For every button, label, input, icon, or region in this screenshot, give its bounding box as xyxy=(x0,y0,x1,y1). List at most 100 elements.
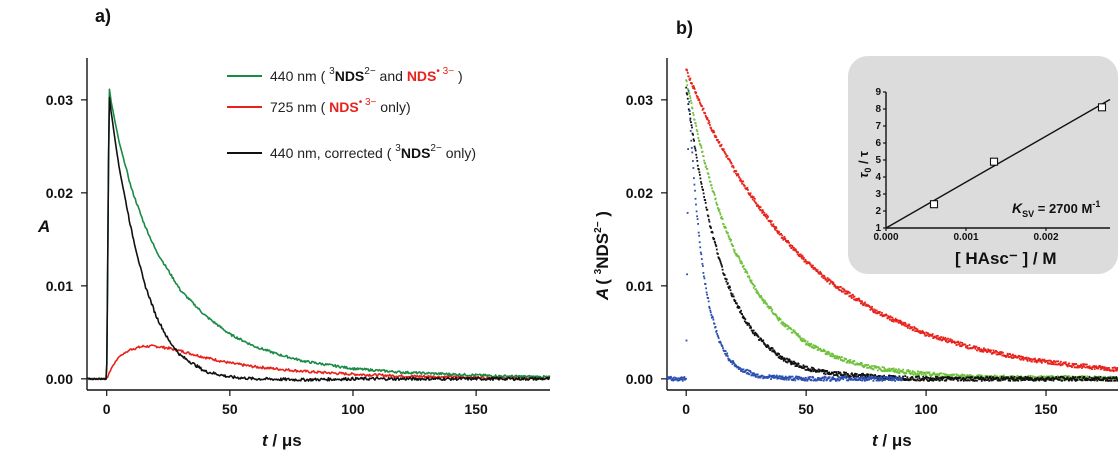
data-point xyxy=(1086,379,1089,382)
data-point xyxy=(914,376,917,378)
data-point xyxy=(690,102,693,104)
data-point xyxy=(708,220,711,223)
data-point xyxy=(1045,377,1047,380)
data-point xyxy=(700,253,703,256)
data-point xyxy=(847,359,850,362)
data-point xyxy=(1056,360,1059,363)
data-point xyxy=(1095,365,1098,368)
data-point xyxy=(1053,376,1055,378)
data-point xyxy=(873,311,875,314)
data-point xyxy=(869,375,872,378)
data-point xyxy=(770,310,773,313)
data-point xyxy=(806,378,808,381)
data-point xyxy=(917,375,919,378)
data-point xyxy=(1046,377,1049,380)
data-point xyxy=(1100,366,1103,369)
data-point xyxy=(1074,377,1077,379)
data-point xyxy=(741,182,743,185)
data-point xyxy=(718,208,721,211)
data-point xyxy=(896,319,899,322)
data-point xyxy=(723,350,726,352)
data-point xyxy=(947,374,950,376)
data-point xyxy=(781,355,784,358)
data-point xyxy=(720,264,723,266)
data-point xyxy=(1034,357,1036,360)
data-point xyxy=(870,308,872,311)
data-point xyxy=(860,302,863,305)
data-point xyxy=(753,200,756,202)
data-point xyxy=(831,281,834,283)
data-point xyxy=(801,255,804,258)
data-point xyxy=(790,363,793,366)
data-point xyxy=(800,379,803,381)
data-point xyxy=(799,376,801,379)
data-point xyxy=(1093,368,1096,370)
data-point xyxy=(1038,376,1041,379)
data-point xyxy=(931,334,933,337)
data-point xyxy=(694,122,697,125)
panel-b-y-tick-label: 0.01 xyxy=(626,278,653,294)
data-point xyxy=(698,99,701,102)
data-point xyxy=(804,368,807,371)
data-point xyxy=(1076,366,1079,369)
panel-a-x-tick-label: 0 xyxy=(103,401,111,417)
data-point xyxy=(852,360,854,363)
data-point xyxy=(890,319,893,321)
data-point xyxy=(1017,377,1020,379)
data-point xyxy=(790,375,792,378)
data-point xyxy=(1001,354,1004,357)
data-point xyxy=(1107,369,1109,371)
data-point xyxy=(843,359,845,362)
data-point xyxy=(722,149,724,152)
data-point xyxy=(898,319,901,322)
data-point xyxy=(883,368,886,370)
data-point xyxy=(695,91,698,94)
data-point xyxy=(766,303,768,306)
data-point xyxy=(729,159,731,162)
panel-a-y-tick-label: 0.00 xyxy=(46,371,73,387)
data-point xyxy=(1048,375,1051,378)
data-point xyxy=(1007,376,1009,379)
data-point xyxy=(876,379,879,381)
data-point xyxy=(852,294,854,296)
data-point xyxy=(774,313,777,315)
data-point xyxy=(723,151,726,153)
data-point xyxy=(1012,353,1014,356)
data-point xyxy=(930,379,933,382)
data-point xyxy=(786,324,788,327)
data-point xyxy=(776,229,778,232)
data-point xyxy=(857,375,860,378)
data-point xyxy=(805,343,807,346)
data-point xyxy=(926,334,928,337)
data-point xyxy=(763,375,765,378)
data-point xyxy=(1073,377,1075,380)
data-point xyxy=(767,305,770,308)
data-point xyxy=(1012,379,1015,382)
data-point xyxy=(937,338,940,341)
data-point xyxy=(995,350,997,352)
data-point xyxy=(981,376,984,379)
data-point xyxy=(865,377,868,380)
data-point xyxy=(722,223,725,226)
data-point xyxy=(1042,376,1045,379)
data-point xyxy=(1082,364,1085,366)
data-point xyxy=(884,314,887,317)
data-point xyxy=(1109,377,1112,380)
data-point xyxy=(939,372,942,375)
data-point xyxy=(871,365,873,367)
data-point xyxy=(781,375,784,378)
data-point xyxy=(924,371,927,374)
data-point xyxy=(1079,366,1082,368)
data-point xyxy=(690,99,692,102)
data-point xyxy=(1065,363,1068,366)
data-point xyxy=(711,315,714,318)
data-point xyxy=(771,308,774,311)
data-point xyxy=(1039,378,1042,381)
data-point xyxy=(880,376,883,379)
data-point xyxy=(883,366,885,369)
data-point xyxy=(1075,378,1078,381)
data-point xyxy=(1060,360,1062,363)
data-point xyxy=(969,374,971,376)
data-point xyxy=(887,379,890,381)
data-point xyxy=(892,370,894,373)
